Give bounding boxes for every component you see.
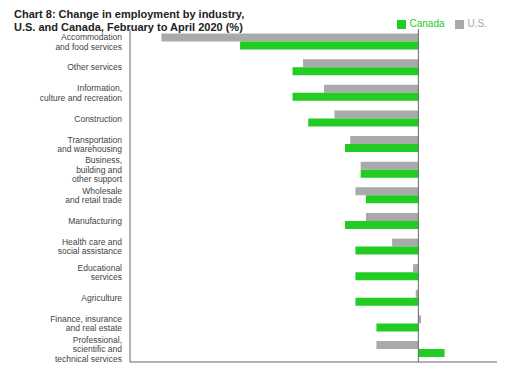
svg-text:Wholesaleand retail trade: Wholesaleand retail trade: [65, 186, 122, 206]
svg-text:Accommodationand food services: Accommodationand food services: [55, 32, 122, 52]
svg-text:Transportationand warehousing: Transportationand warehousing: [57, 135, 122, 155]
svg-text:Finance, insuranceand real est: Finance, insuranceand real estate: [50, 314, 122, 334]
svg-text:Educationalservices: Educationalservices: [78, 263, 123, 283]
svg-text:Construction: Construction: [74, 114, 122, 124]
html-text:U.S.: U.S.: [467, 18, 487, 29]
svg-text:Agriculture: Agriculture: [81, 293, 122, 303]
svg-text:Manufacturing: Manufacturing: [68, 216, 122, 226]
svg-text:Information,culture and recrea: Information,culture and recreation: [40, 83, 122, 103]
html-text:Canada: Canada: [409, 18, 445, 29]
svg-text:Other services: Other services: [67, 62, 122, 72]
svg-text:Professional,scientific andtec: Professional,scientific andtechnical ser…: [55, 335, 122, 364]
html-text:Chart 8: Change in employment: Chart 8: Change in employment by industr…: [14, 8, 245, 33]
svg-text:Health care andsocial assistan: Health care andsocial assistance: [58, 237, 123, 257]
svg-text:Business,building andother sup: Business,building andother support: [72, 155, 123, 184]
